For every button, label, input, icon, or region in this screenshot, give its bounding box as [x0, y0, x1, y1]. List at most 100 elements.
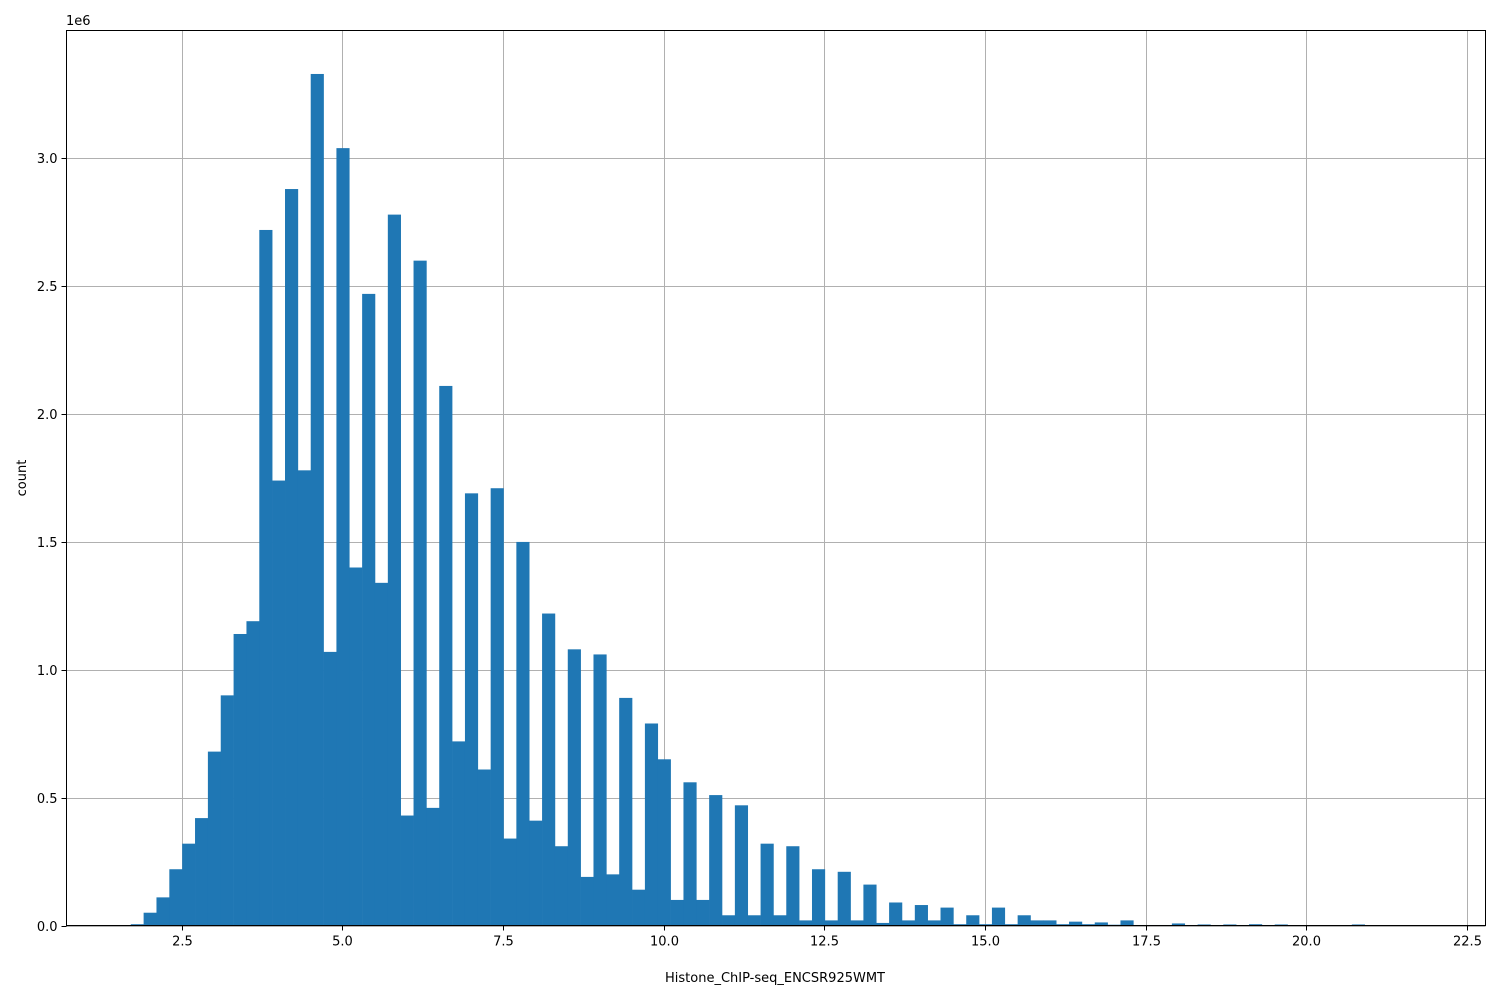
histogram-bar — [606, 874, 620, 926]
y-axis-label: count — [15, 460, 30, 497]
histogram-bar — [927, 920, 941, 926]
histogram-bar — [387, 214, 401, 926]
histogram-bar — [1043, 920, 1057, 926]
histogram-bar — [1120, 920, 1134, 926]
histogram-bar — [1004, 924, 1018, 926]
histogram-bar — [991, 907, 1006, 926]
histogram-bar — [297, 470, 312, 926]
histogram-bar — [1069, 921, 1083, 926]
histogram-bar — [452, 741, 466, 926]
histogram-bar — [1223, 924, 1237, 926]
histogram-bar — [233, 633, 247, 926]
histogram-bar — [169, 869, 183, 926]
histogram-bar — [799, 920, 813, 926]
x-tick-label: 7.5 — [493, 935, 514, 950]
histogram-bar — [529, 820, 543, 926]
histogram-bar — [1197, 924, 1211, 926]
histogram-bar — [747, 915, 761, 926]
histogram-bar — [953, 924, 967, 926]
x-tick-label: 5.0 — [332, 935, 353, 950]
histogram-bar — [901, 920, 916, 926]
histogram-bar — [413, 260, 427, 926]
x-tick-label: 12.5 — [810, 935, 839, 950]
histogram-bar — [811, 869, 826, 926]
histogram-bar — [516, 541, 530, 926]
histogram-bar — [709, 795, 723, 926]
histogram-bar — [349, 567, 363, 926]
ticks-layer: 2.5 5.0 7.5 10.0 12.5 15.0 17.5 20.0 22.5 0.0 0.5 1… — [37, 152, 1482, 950]
histogram-bar — [619, 697, 633, 926]
histogram-bar — [285, 189, 299, 926]
histogram-bar — [1351, 924, 1365, 926]
histogram-bar — [722, 915, 736, 926]
histogram-bar — [966, 915, 980, 926]
histogram-bar — [272, 480, 286, 926]
histogram-bar — [400, 815, 414, 926]
y-tick-label: 1.0 — [37, 664, 58, 679]
x-tick-label: 10.0 — [650, 935, 679, 950]
histogram-bar — [439, 385, 453, 926]
histogram-bar — [580, 876, 594, 926]
histogram-bar — [362, 293, 376, 926]
histogram-bar — [374, 582, 389, 926]
histogram-bar — [554, 846, 569, 926]
histogram-bar — [593, 654, 607, 926]
histogram-bar — [1249, 924, 1263, 926]
x-tick-label: 17.5 — [1132, 935, 1161, 950]
histogram-bar — [734, 805, 749, 926]
histogram-bar — [786, 846, 800, 926]
histogram-bar — [914, 905, 928, 926]
histogram-bar — [143, 912, 157, 926]
histogram-bar — [310, 73, 324, 926]
bars-layer — [130, 73, 1443, 926]
histogram-bar — [696, 899, 710, 926]
histogram-bar — [130, 924, 144, 926]
histogram-bar — [567, 649, 581, 926]
histogram-bar — [323, 651, 337, 926]
histogram-bar — [1017, 915, 1031, 926]
histogram-bar — [979, 924, 993, 926]
histogram-bar — [195, 818, 209, 926]
y-tick-label: 0.0 — [37, 920, 58, 935]
histogram-bar — [464, 493, 479, 926]
histogram-bar — [863, 884, 877, 926]
x-tick-label: 2.5 — [172, 935, 193, 950]
histogram-bar — [220, 695, 234, 926]
histogram-bar — [644, 723, 659, 926]
histogram-bar — [1274, 924, 1288, 926]
y-tick-label: 1.5 — [37, 536, 58, 551]
x-axis-label: Histone_ChIP-seq_ENCSR925WMT — [665, 971, 885, 986]
histogram-bar — [426, 807, 440, 926]
y-tick-label: 3.0 — [37, 152, 58, 167]
histogram-bar — [542, 613, 556, 926]
x-tick-label: 15.0 — [971, 935, 1000, 950]
histogram-bar — [1171, 923, 1186, 926]
y-tick-label: 2.0 — [37, 408, 58, 423]
histogram-bar — [246, 621, 260, 926]
histogram-bar — [1030, 920, 1044, 926]
histogram-bar — [760, 843, 774, 926]
y-offset-label: 1e6 — [66, 14, 91, 29]
histogram-bar — [490, 488, 504, 926]
histogram-bar — [1094, 922, 1108, 926]
histogram-bar — [503, 838, 517, 926]
y-tick-label: 0.5 — [37, 792, 58, 807]
x-tick-label: 20.0 — [1292, 935, 1321, 950]
histogram-bar — [683, 782, 697, 926]
y-tick-label: 2.5 — [37, 280, 58, 295]
x-tick-label: 22.5 — [1453, 935, 1482, 950]
histogram-bar — [657, 759, 671, 926]
histogram-bar — [632, 889, 646, 926]
histogram-bar — [773, 915, 787, 926]
histogram-bar — [889, 902, 903, 926]
histogram-bar — [850, 920, 864, 926]
histogram-bar — [477, 769, 491, 926]
plot-frame — [66, 30, 1486, 926]
histogram-bar — [207, 751, 222, 926]
histogram-bar — [1081, 924, 1096, 926]
histogram-bar — [824, 920, 838, 926]
histogram-bar — [156, 897, 170, 926]
histogram-bar — [940, 907, 954, 926]
histogram-bar — [182, 843, 196, 926]
